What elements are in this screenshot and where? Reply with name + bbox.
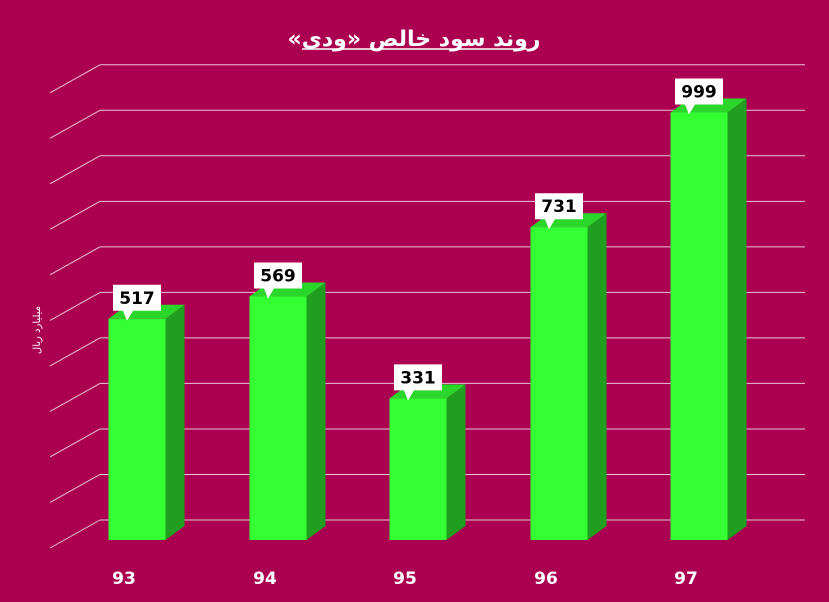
data-label: 999 [681,83,717,103]
data-label: 517 [119,289,155,309]
x-tick-label: 95 [393,569,417,589]
y-axis-label: میلیارد ریال [32,306,43,354]
gridline-diagonal [49,109,101,139]
x-tick-label: 94 [253,569,277,589]
gridline-diagonal [49,428,101,458]
gridline-diagonal [49,474,101,503]
x-tick-label: 96 [534,569,558,589]
bar-side [587,213,607,541]
gridline-diagonal [49,519,101,549]
data-label-box [535,193,583,230]
bar [108,318,166,540]
data-labels-layer: 517 569 331 731 999 [113,78,723,401]
data-label: 569 [260,267,296,287]
data-label-box [675,78,723,115]
bars-layer [108,98,747,541]
data-label-box [113,284,161,321]
gridline-diagonal [49,291,101,321]
data-label: 331 [400,368,436,388]
gridline-diagonal [49,200,101,230]
data-label-box [394,364,442,401]
gridline-diagonal [49,155,101,185]
gridline-diagonal [49,246,101,276]
gridline-diagonal [49,64,101,94]
data-label-box [254,262,302,299]
bar [670,112,728,540]
data-label: 731 [541,197,577,217]
gridline-diagonal [49,337,101,367]
gridline-diagonal [49,382,101,412]
bar [530,227,588,541]
bar-side [446,384,466,540]
bar [389,398,447,540]
bar-side [306,282,326,540]
chart-title: روند سود خالص «ودی» [288,27,541,52]
x-axis-labels: 93 94 95 96 97 [112,569,698,589]
bar-side [727,98,747,540]
x-tick-label: 97 [674,569,698,589]
bar-side [165,304,185,540]
x-tick-label: 93 [112,569,136,589]
bar [249,296,307,540]
